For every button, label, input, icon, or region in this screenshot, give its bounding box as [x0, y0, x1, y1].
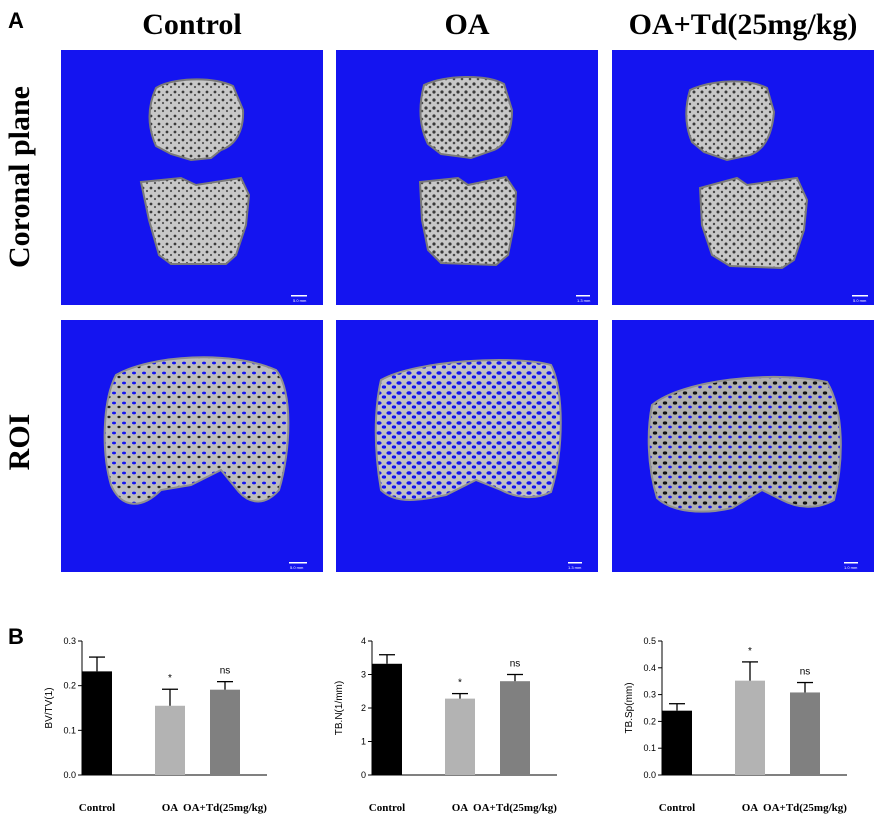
- scale-bar-label: 1.3 mm: [577, 298, 591, 303]
- y-tick-label: 0.0: [643, 770, 656, 780]
- tibia-bone: [698, 176, 809, 270]
- y-tick-label: 0.1: [643, 743, 656, 753]
- row-header-coronal-plane: Coronal plane: [3, 86, 36, 268]
- row-header-roi: ROI: [3, 413, 36, 471]
- bar: [790, 692, 820, 775]
- significance-label: *: [168, 673, 172, 684]
- scale-bar-label: 5.0 mm: [853, 298, 867, 303]
- roi-bone: [374, 359, 562, 501]
- y-tick-label: 0.2: [63, 681, 76, 691]
- y-tick-label: 3: [361, 670, 366, 680]
- scale-bar: [568, 562, 582, 564]
- category-label: Control: [79, 802, 115, 814]
- bar: [445, 698, 475, 775]
- coronal-image-control: 5.0 mm: [61, 50, 323, 305]
- roi-image-oa: 1.3 mm: [336, 320, 598, 572]
- y-tick-label: 0.0: [63, 770, 76, 780]
- y-axis-label: TB.Sp(mm): [624, 682, 635, 733]
- category-label: OA: [742, 802, 759, 814]
- y-axis-label: TB.N(1/mm): [334, 681, 345, 735]
- category-label: OA+Td(25mg/kg): [183, 802, 267, 814]
- femur-bone: [148, 78, 245, 162]
- tibia-bone: [139, 176, 251, 265]
- significance-label: ns: [220, 666, 231, 677]
- scale-bar-label: 5.0 mm: [293, 298, 307, 303]
- category-label: OA+Td(25mg/kg): [763, 802, 847, 814]
- y-tick-label: 0.5: [643, 636, 656, 646]
- bar: [500, 681, 530, 775]
- roi-bone: [103, 356, 290, 505]
- tibia-bone: [418, 175, 518, 267]
- roi-image-oa-td: 1.0 mm: [612, 320, 874, 572]
- y-tick-label: 0.4: [643, 663, 656, 673]
- roi-image-control: 5.0 mm: [61, 320, 323, 572]
- category-label: Control: [659, 802, 695, 814]
- bar: [155, 705, 185, 775]
- femur-bone: [685, 80, 776, 162]
- category-label: OA+Td(25mg/kg): [473, 802, 557, 814]
- scale-bar-label: 1.3 mm: [568, 565, 582, 570]
- panel-label-b: B: [8, 624, 24, 649]
- y-tick-label: 0.3: [63, 636, 76, 646]
- significance-label: ns: [800, 667, 811, 678]
- column-header-control: Control: [142, 8, 242, 41]
- column-header-oa: OA: [444, 8, 490, 41]
- y-tick-label: 0.1: [63, 725, 76, 735]
- roi-bone: [647, 375, 842, 513]
- chart-bv-tv: 0.0 0.1 0.2 0.3 BV/TV(1) Control * OA ns OA+Td(25…: [40, 628, 280, 823]
- bar: [662, 710, 692, 775]
- scale-bar: [291, 295, 307, 297]
- y-tick-label: 1: [361, 737, 366, 747]
- significance-label: ns: [510, 659, 521, 670]
- category-label: Control: [369, 802, 405, 814]
- y-axis-label: BV/TV(1): [44, 687, 55, 728]
- category-label: OA: [452, 802, 469, 814]
- coronal-image-oa-td: 5.0 mm: [612, 50, 874, 305]
- chart-tb-sp: 0.0 0.1 0.2 0.3 0.4 0.5 TB.Sp(mm) Control * OA ns O…: [620, 628, 860, 823]
- scale-bar-label: 1.0 mm: [844, 565, 858, 570]
- bar: [210, 689, 240, 775]
- bar: [82, 671, 112, 775]
- y-tick-label: 0.3: [643, 690, 656, 700]
- scale-bar: [844, 562, 858, 564]
- scale-bar-label: 5.0 mm: [290, 565, 304, 570]
- femur-bone: [419, 76, 514, 160]
- chart-tb-n: 0 1 2 3 4 TB.N(1/mm) Control * OA ns OA+Td(25mg/kg…: [330, 628, 570, 823]
- y-tick-label: 0.2: [643, 716, 656, 726]
- y-tick-label: 4: [361, 636, 366, 646]
- category-label: OA: [162, 802, 179, 814]
- scale-bar: [289, 562, 307, 564]
- y-tick-label: 0: [361, 770, 366, 780]
- scale-bar: [576, 295, 590, 297]
- column-header-oa-td: OA+Td(25mg/kg): [628, 8, 858, 41]
- scale-bar: [852, 295, 868, 297]
- significance-label: *: [748, 646, 752, 657]
- bar: [735, 680, 765, 775]
- coronal-image-oa: 1.3 mm: [336, 50, 598, 305]
- significance-label: *: [458, 678, 462, 689]
- bar: [372, 663, 402, 775]
- panel-label-a: A: [8, 8, 24, 33]
- y-tick-label: 2: [361, 703, 366, 713]
